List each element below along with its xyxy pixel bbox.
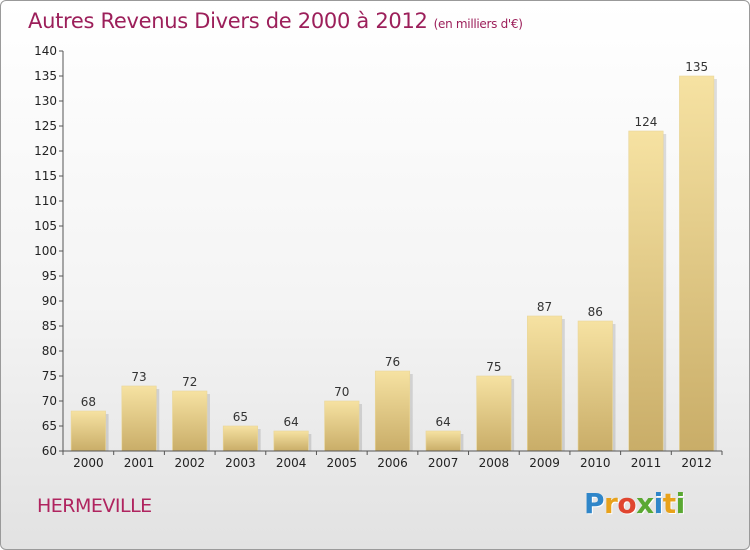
y-tick-label: 60 bbox=[42, 444, 57, 458]
x-tick-label: 2004 bbox=[276, 456, 307, 470]
bar bbox=[222, 425, 258, 452]
bar-value-label: 64 bbox=[436, 415, 451, 429]
x-tick-label: 2003 bbox=[225, 456, 256, 470]
x-axis: 2000 2001 2002 2003 2004 2005 2006 2007 2008 2009… bbox=[62, 450, 723, 470]
bars: 68 73 72 65 64 70 76 64 75 87 86 124 135 bbox=[70, 60, 717, 452]
y-tick-label: 115 bbox=[34, 169, 57, 183]
y-tick-label: 95 bbox=[42, 269, 57, 283]
chart-title-text: Autres Revenus Divers de 2000 à 2012 bbox=[28, 9, 428, 33]
bar-value-label: 70 bbox=[334, 385, 349, 399]
bar bbox=[172, 390, 208, 452]
bar-value-label: 65 bbox=[233, 410, 248, 424]
logo-letter: i bbox=[675, 487, 686, 520]
x-tick-label: 2001 bbox=[124, 456, 155, 470]
bar-value-label: 124 bbox=[635, 115, 658, 129]
chart-unit: (en milliers d'€) bbox=[433, 17, 523, 31]
bar-value-label: 68 bbox=[81, 395, 96, 409]
chart-title: Autres Revenus Divers de 2000 à 2012 (en … bbox=[28, 9, 523, 33]
logo-letter: i bbox=[653, 487, 664, 520]
x-tick-label: 2000 bbox=[73, 456, 104, 470]
y-tick-label: 80 bbox=[42, 344, 57, 358]
x-tick-label: 2009 bbox=[529, 456, 560, 470]
y-tick-label: 100 bbox=[34, 244, 57, 258]
bar-value-label: 86 bbox=[588, 305, 603, 319]
bar-value-label: 72 bbox=[182, 375, 197, 389]
x-tick-label: 2010 bbox=[580, 456, 611, 470]
bar-value-label: 75 bbox=[486, 360, 501, 374]
y-tick-label: 90 bbox=[42, 294, 57, 308]
bar-value-label: 64 bbox=[283, 415, 298, 429]
logo-letter: P bbox=[584, 487, 605, 520]
logo-letter: o bbox=[617, 487, 637, 520]
bar bbox=[476, 375, 512, 452]
bar bbox=[679, 75, 715, 452]
bar-value-label: 87 bbox=[537, 300, 552, 314]
bar bbox=[628, 130, 664, 452]
y-tick-label: 75 bbox=[42, 369, 57, 383]
y-tick-label: 110 bbox=[34, 194, 57, 208]
x-tick-label: 2007 bbox=[428, 456, 459, 470]
commune-name: HERMEVILLE bbox=[37, 495, 152, 517]
bar bbox=[527, 315, 563, 452]
bar bbox=[121, 385, 157, 452]
bar-value-label: 73 bbox=[131, 370, 146, 384]
x-tick-label: 2008 bbox=[479, 456, 510, 470]
bar-value-label: 135 bbox=[685, 60, 708, 74]
y-tick-label: 140 bbox=[34, 44, 57, 58]
logo-letter: x bbox=[636, 487, 654, 520]
bar bbox=[374, 370, 411, 452]
y-axis: 60 65 70 75 80 85 90 95 100 105 110 115 120 125 130 135… bbox=[34, 44, 64, 458]
x-tick-label: 2012 bbox=[681, 456, 712, 470]
logo-letter: r bbox=[604, 487, 618, 520]
y-tick-label: 130 bbox=[34, 94, 57, 108]
y-tick-label: 120 bbox=[34, 144, 57, 158]
x-tick-label: 2002 bbox=[174, 456, 205, 470]
logo-letter: t bbox=[662, 487, 676, 520]
y-tick-label: 125 bbox=[34, 119, 57, 133]
y-tick-label: 85 bbox=[42, 319, 57, 333]
bar bbox=[70, 410, 106, 452]
bar bbox=[425, 430, 461, 452]
y-tick-label: 65 bbox=[42, 419, 57, 433]
bar-value-label: 76 bbox=[385, 355, 400, 369]
y-tick-label: 105 bbox=[34, 219, 57, 233]
x-tick-label: 2011 bbox=[631, 456, 662, 470]
x-tick-label: 2005 bbox=[327, 456, 358, 470]
y-tick-label: 135 bbox=[34, 69, 57, 83]
bar bbox=[577, 320, 613, 452]
proxiti-logo: Proxiti bbox=[584, 487, 685, 520]
bar bbox=[273, 430, 309, 452]
x-tick-label: 2006 bbox=[377, 456, 408, 470]
y-tick-label: 70 bbox=[42, 394, 57, 408]
bar bbox=[324, 400, 360, 452]
